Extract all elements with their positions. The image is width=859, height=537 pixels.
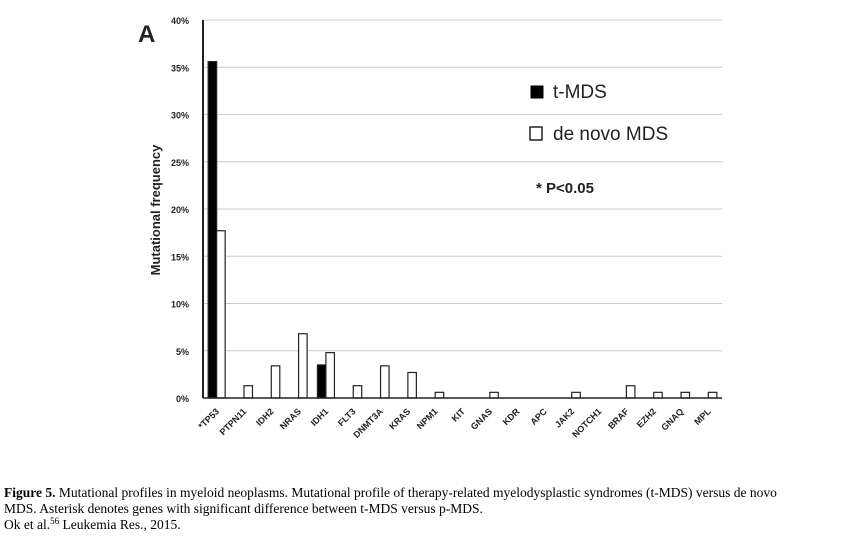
y-tick-label: 35%	[171, 63, 189, 73]
bar-de-novo-mds	[325, 352, 336, 399]
bar-de-novo-mds	[489, 391, 499, 399]
bar-de-novo-mds	[379, 365, 390, 399]
gridlines	[203, 19, 722, 352]
bar-de-novo-mds	[216, 230, 226, 399]
bar-chart: A 0% 5% 10% 15% 20% 25% 30% 35% 40% Mutational f…	[138, 16, 722, 440]
bar-de-novo-mds	[571, 391, 581, 399]
caption-line-2: MDS. Asterisk denotes genes with signifi…	[4, 501, 483, 516]
x-tick-label: IDH2	[254, 406, 276, 428]
legend: t-MDS de novo MDS	[529, 82, 668, 145]
x-tick-label: KDR	[501, 406, 522, 427]
x-tick-label: MPL	[692, 406, 713, 427]
x-tick-label: JAK2	[553, 406, 576, 429]
y-tick-labels: 0% 5% 10% 15% 20% 25% 30% 35% 40%	[171, 16, 189, 404]
legend-swatch-t-mds	[530, 85, 544, 99]
x-tick-label: IDH1	[309, 406, 331, 428]
y-tick-label: 10%	[171, 300, 189, 310]
bar-t-mds	[316, 364, 327, 399]
x-tick-label: DNMT3A	[351, 406, 385, 440]
bar-de-novo-mds	[407, 371, 417, 399]
bar-t-mds	[207, 60, 218, 399]
y-tick-label: 30%	[171, 111, 189, 121]
y-tick-label: 0%	[176, 394, 189, 404]
bar-de-novo-mds	[434, 391, 445, 399]
significance-annotation: * P<0.05	[536, 180, 594, 197]
x-tick-label: GNAS	[469, 406, 494, 431]
x-tick-label: BRAF	[606, 406, 631, 431]
x-tick-label: KIT	[450, 406, 468, 424]
panel-label: A	[138, 21, 155, 48]
x-tick-label: NPM1	[415, 406, 440, 431]
y-tick-label: 15%	[171, 252, 189, 262]
y-tick-label: 20%	[171, 205, 189, 215]
y-axis-label: Mutational frequency	[148, 144, 163, 276]
y-tick-label: 5%	[176, 347, 189, 357]
figure-number: Figure 5.	[4, 485, 56, 500]
x-tick-label: PTPN11	[218, 406, 249, 437]
bar-de-novo-mds	[680, 391, 691, 399]
legend-label-t-mds: t-MDS	[553, 82, 607, 103]
bar-de-novo-mds	[298, 333, 308, 399]
x-tick-label: GNAQ	[659, 406, 685, 432]
bar-de-novo-mds	[270, 365, 281, 399]
citation-authors: Ok et al.	[4, 517, 51, 532]
figure-caption: Figure 5. Mutational profiles in myeloid…	[4, 485, 857, 533]
caption-line-1: Figure 5. Mutational profiles in myeloid…	[4, 485, 857, 501]
x-tick-label: NOTCH1	[570, 406, 603, 439]
x-tick-label: NRAS	[278, 406, 303, 431]
bar-de-novo-mds	[653, 391, 663, 399]
bars	[207, 60, 718, 399]
y-tick-label: 40%	[171, 16, 189, 26]
citation-reference-number: 56	[50, 516, 60, 526]
citation-journal: Leukemia Res., 2015.	[59, 517, 181, 532]
bar-de-novo-mds	[352, 385, 363, 399]
x-tick-label: EZH2	[635, 406, 658, 429]
x-tick-label: KRAS	[387, 406, 412, 431]
bar-de-novo-mds	[625, 385, 636, 399]
legend-label-de-novo-mds: de novo MDS	[553, 124, 668, 145]
x-tick-label: *TP53	[196, 406, 221, 431]
bar-de-novo-mds	[707, 391, 718, 399]
y-tick-label: 25%	[171, 158, 189, 168]
caption-text-1: Mutational profiles in myeloid neoplasms…	[55, 485, 777, 500]
x-tick-label: FLT3	[336, 406, 358, 428]
x-tick-label: APC	[528, 406, 549, 427]
caption-line-3: Ok et al.56 Leukemia Res., 2015.	[4, 517, 857, 533]
bar-de-novo-mds	[243, 385, 254, 399]
legend-swatch-de-novo-mds	[529, 126, 543, 141]
